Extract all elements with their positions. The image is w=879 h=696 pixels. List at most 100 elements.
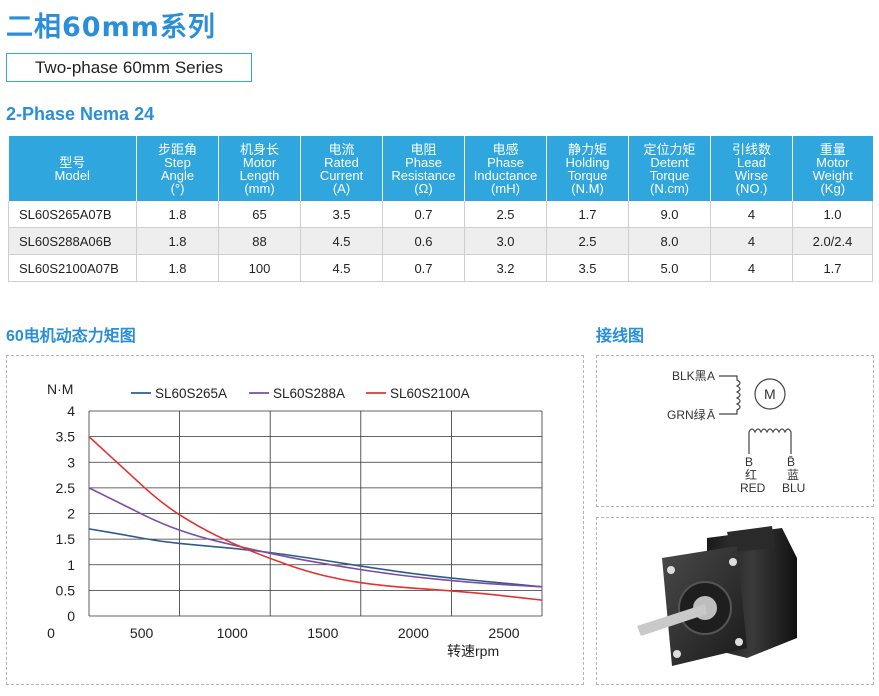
column-header-zh: 电流 xyxy=(328,141,355,157)
column-header-en: (N.M) xyxy=(571,180,604,196)
column-header-en: Inductance xyxy=(473,167,538,183)
a-label: A xyxy=(707,369,715,383)
column-header-en: (mH) xyxy=(491,180,520,196)
chart-panel: 0 0.5 1 1.5 2 2.5 3 3.5 4 0 500 1000 1500 2000 2500 N·M… xyxy=(6,355,584,685)
y-tick-label: 3 xyxy=(67,454,75,470)
table-row: SL60S288A06B 1.8 88 4.5 0.6 3.0 2.5 8.0 4 2.0/2.4 xyxy=(8,227,873,255)
legend-label: SL60S288A xyxy=(273,386,345,401)
column-header-en: Torque xyxy=(567,167,608,183)
y-tick-label: 1 xyxy=(67,557,75,573)
model-cell: SL60S288A06B xyxy=(8,227,137,255)
table-cell: 0.7 xyxy=(382,254,465,282)
blu-zh-label: 蓝 xyxy=(787,468,799,482)
column-header-en: (A) xyxy=(332,180,351,196)
column-header-en: Motor xyxy=(816,154,850,170)
column-header: 电流 Rated Current (A) xyxy=(300,136,383,201)
table-row: SL60S2100A07B 1.8 100 4.5 0.7 3.2 3.5 5.0 4 1.7 xyxy=(8,254,873,282)
y-tick-label: 1.5 xyxy=(56,531,76,547)
x-axis-label: 转速rpm xyxy=(447,643,499,659)
blu-en-label: BLU xyxy=(782,481,805,495)
motor-symbol xyxy=(754,378,786,410)
series-line-SL60S288A xyxy=(88,487,543,588)
column-header-en: Length xyxy=(239,167,280,183)
table-cell: 1.8 xyxy=(136,201,219,228)
table-cell: 1.0 xyxy=(792,201,873,228)
section-subtitle: 2-Phase Nema 24 xyxy=(6,104,155,124)
y-tick-label: 2 xyxy=(67,506,75,522)
column-header-en: (°) xyxy=(170,180,185,196)
table-cell: 100 xyxy=(218,254,301,282)
y-tick-label: 0 xyxy=(67,608,75,624)
column-header-en: (NO.) xyxy=(735,180,768,196)
x-tick-label: 500 xyxy=(130,625,154,641)
blk-label: BLK黑 xyxy=(672,369,707,383)
b-label: B xyxy=(745,455,753,469)
column-header-en: (N.cm) xyxy=(650,180,689,196)
table-cell: 88 xyxy=(218,227,301,255)
x-tick-label: 0 xyxy=(47,625,55,641)
table-cell: 5.0 xyxy=(628,254,711,282)
column-header-en: Holding xyxy=(565,154,610,170)
table-cell: 3.0 xyxy=(464,227,547,255)
column-header-en: Weight xyxy=(812,167,853,183)
column-header-en: Rated xyxy=(324,154,359,170)
table-cell: 4 xyxy=(710,254,793,282)
model-cell: SL60S2100A07B xyxy=(8,254,137,282)
stepper-motor-image xyxy=(637,526,797,666)
table-cell: 65 xyxy=(218,201,301,228)
table-body: SL60S265A07B 1.8 65 3.5 0.7 2.5 1.7 9.0 4 1.0 SL60… xyxy=(8,201,873,282)
table-cell: 8.0 xyxy=(628,227,711,255)
column-header-zh: 引线数 xyxy=(731,141,771,157)
x-tick-label: 2500 xyxy=(488,625,519,641)
table-cell: 1.7 xyxy=(792,254,873,282)
red-en-label: RED xyxy=(740,481,766,495)
column-header-zh: 定位力矩 xyxy=(643,141,696,157)
page-title: 二相60mm系列 xyxy=(6,12,216,43)
table-cell: 2.5 xyxy=(546,227,629,255)
table-cell: 4.5 xyxy=(300,254,383,282)
column-header-en: Motor xyxy=(242,154,277,170)
column-header-en: Torque xyxy=(649,167,690,183)
table-cell: 4.5 xyxy=(300,227,383,255)
column-header-zh: 重量 xyxy=(819,141,846,157)
motor-photo-panel xyxy=(596,517,874,685)
y-tick-label: 2.5 xyxy=(56,480,76,496)
table-header-row: 型号 Model 步距角 Step Angle (°) 机身长 Motor Length (mm)… xyxy=(8,136,873,201)
column-header: 电感 Phase Inductance (mH) xyxy=(464,136,547,201)
wiring-panel: BLK黑 A GRN绿 Ā M B B̄ 红 蓝 RED BLU xyxy=(596,355,874,507)
column-header-en: (mm) xyxy=(244,180,275,196)
legend-label: SL60S2100A xyxy=(390,386,470,401)
column-header-en: Detent xyxy=(650,154,689,170)
series-label-box: Two-phase 60mm Series xyxy=(6,53,252,82)
table-cell: 9.0 xyxy=(628,201,711,228)
table-cell: 3.5 xyxy=(300,201,383,228)
coil-a xyxy=(719,375,741,415)
y-tick-label: 0.5 xyxy=(56,582,76,598)
x-tick-label: 1000 xyxy=(217,625,248,641)
table-cell: 0.7 xyxy=(382,201,465,228)
column-header-en: Wirse xyxy=(734,167,769,183)
a-bar-label: Ā xyxy=(707,408,715,422)
red-zh-label: 红 xyxy=(745,467,757,482)
column-header-en: (Ω) xyxy=(414,180,433,196)
x-tick-label: 2000 xyxy=(398,625,429,641)
series-line-SL60S265A xyxy=(88,528,543,588)
wiring-diagram: BLK黑 A GRN绿 Ā M B B̄ 红 蓝 RED BLU xyxy=(667,369,805,495)
table-cell: 1.8 xyxy=(136,227,219,255)
table-cell: 2.5 xyxy=(464,201,547,228)
column-header-zh: 电感 xyxy=(492,141,519,157)
motor-label: M xyxy=(764,386,776,402)
column-header: 重量 Motor Weight (Kg) xyxy=(792,136,873,201)
y-tick-label: 3.5 xyxy=(56,429,76,445)
column-header-zh: 型号 xyxy=(59,154,86,170)
x-tick-label: 1500 xyxy=(307,625,338,641)
torque-chart: 0 0.5 1 1.5 2 2.5 3 3.5 4 0 500 1000 1500 2000 2500 N·M… xyxy=(47,381,543,659)
column-header-zh: 静力矩 xyxy=(567,141,607,157)
column-header: 电阻 Phase Resistance (Ω) xyxy=(382,136,465,201)
column-header-en: Phase xyxy=(405,154,442,170)
series-line-SL60S2100A xyxy=(88,436,543,601)
column-header: 机身长 Motor Length (mm) xyxy=(218,136,301,201)
column-header: 静力矩 Holding Torque (N.M) xyxy=(546,136,629,201)
coil-b xyxy=(748,428,792,454)
wiring-section-title: 接线图 xyxy=(596,328,645,345)
